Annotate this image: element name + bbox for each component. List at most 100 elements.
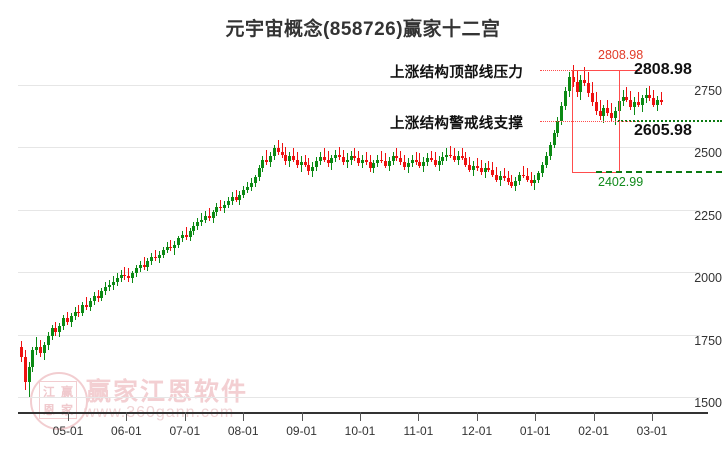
candle-body (269, 155, 273, 162)
candle-wick (143, 257, 145, 270)
candle-body (567, 77, 571, 91)
candle-wick (124, 267, 126, 280)
candle-body (556, 120, 560, 134)
candle-body (414, 159, 418, 162)
candle-wick (507, 170, 509, 185)
x-tick-01-01: 01-01 (519, 424, 551, 438)
plot-area (18, 52, 700, 412)
candle-body (357, 158, 361, 164)
x-tick-05-01: 05-01 (52, 424, 84, 438)
candle-wick (365, 152, 367, 165)
price-label-warning: 2605.98 (634, 121, 692, 139)
candle-body (571, 77, 575, 82)
x-tick-06-01: 06-01 (111, 424, 142, 438)
candle-body (579, 79, 583, 92)
candle-wick (323, 148, 325, 162)
candle-body (349, 155, 353, 160)
candle-body (456, 155, 460, 160)
bottom-line-green (596, 171, 722, 174)
candle-body (299, 162, 303, 165)
candle-body (73, 312, 77, 316)
candle-body (334, 154, 338, 159)
x-tick-mark-03-01 (652, 412, 653, 421)
candle-wick (396, 148, 398, 161)
candle-body (161, 249, 165, 255)
candle-body (226, 200, 230, 205)
candle-body (361, 159, 364, 164)
gridline-2750 (18, 84, 700, 86)
candle-body (119, 274, 123, 279)
candle-body (69, 315, 73, 322)
candle-body (230, 197, 234, 201)
candle-body (265, 159, 269, 162)
x-tick-mark-09-01 (301, 412, 303, 421)
candle-body (96, 295, 100, 299)
candle-body (27, 367, 31, 382)
candle-wick (266, 149, 268, 165)
x-tick-08-01: 08-01 (227, 424, 259, 438)
candle-body (449, 154, 453, 156)
x-tick-mark-06-01 (126, 412, 128, 421)
candle-body (518, 174, 522, 181)
candle-body (487, 168, 491, 170)
candle-wick (155, 249, 157, 261)
candle-body (426, 158, 430, 162)
candle-body (598, 110, 602, 116)
candle-body (495, 174, 499, 180)
candle-body (315, 160, 319, 167)
candle-body (154, 257, 158, 259)
candle-body (479, 168, 483, 172)
x-tick-mark-07-01 (184, 412, 186, 421)
candle-wick (419, 153, 421, 169)
candle-body (621, 97, 625, 101)
candle-wick (476, 158, 478, 171)
candle-wick (649, 85, 651, 101)
candle-body (246, 187, 250, 190)
x-tick-09-01: 09-01 (286, 424, 317, 438)
candle-body (215, 207, 219, 212)
candle-wick (128, 268, 130, 282)
candle-body (203, 215, 207, 220)
x-tick-mark-05-01 (68, 412, 69, 421)
candle-body (173, 244, 177, 249)
candle-body (406, 163, 410, 167)
warning-line-green (618, 119, 722, 122)
candle-body (629, 99, 633, 107)
candle-wick (185, 227, 187, 240)
candle-wick (281, 143, 283, 159)
candle-wick (400, 150, 402, 165)
gridline-2250 (18, 209, 700, 211)
candle-wick (530, 172, 532, 186)
candle-body (525, 175, 529, 180)
y-tick-2000: 2000 (694, 271, 722, 285)
candle-wick (450, 145, 452, 159)
x-tick-11-01: 11-01 (403, 424, 434, 438)
candle-body (81, 304, 85, 314)
candle-body (602, 108, 606, 116)
candle-body (292, 155, 296, 160)
candle-body (510, 182, 514, 186)
candle-body (280, 152, 284, 155)
candle-body (207, 215, 211, 219)
candle-wick (522, 165, 524, 179)
candle-wick (607, 99, 609, 116)
candle-body (590, 93, 594, 102)
gridline-2500 (18, 147, 700, 148)
candle-body (368, 162, 372, 169)
candle-body (330, 158, 334, 164)
candle-wick (626, 87, 628, 102)
y-tick-2250: 2250 (694, 208, 722, 223)
candle-body (338, 154, 341, 157)
candle-body (288, 155, 292, 161)
candle-body (318, 157, 322, 161)
x-tick-mark-01-01 (535, 412, 537, 421)
candle-body (253, 177, 257, 184)
candle-wick (277, 139, 279, 155)
candle-wick (78, 304, 80, 317)
candle-body (345, 159, 349, 162)
candle-body (376, 159, 380, 164)
candle-wick (208, 208, 210, 221)
candle-body (529, 179, 533, 184)
candle-body (491, 169, 495, 175)
candle-body (326, 159, 330, 164)
